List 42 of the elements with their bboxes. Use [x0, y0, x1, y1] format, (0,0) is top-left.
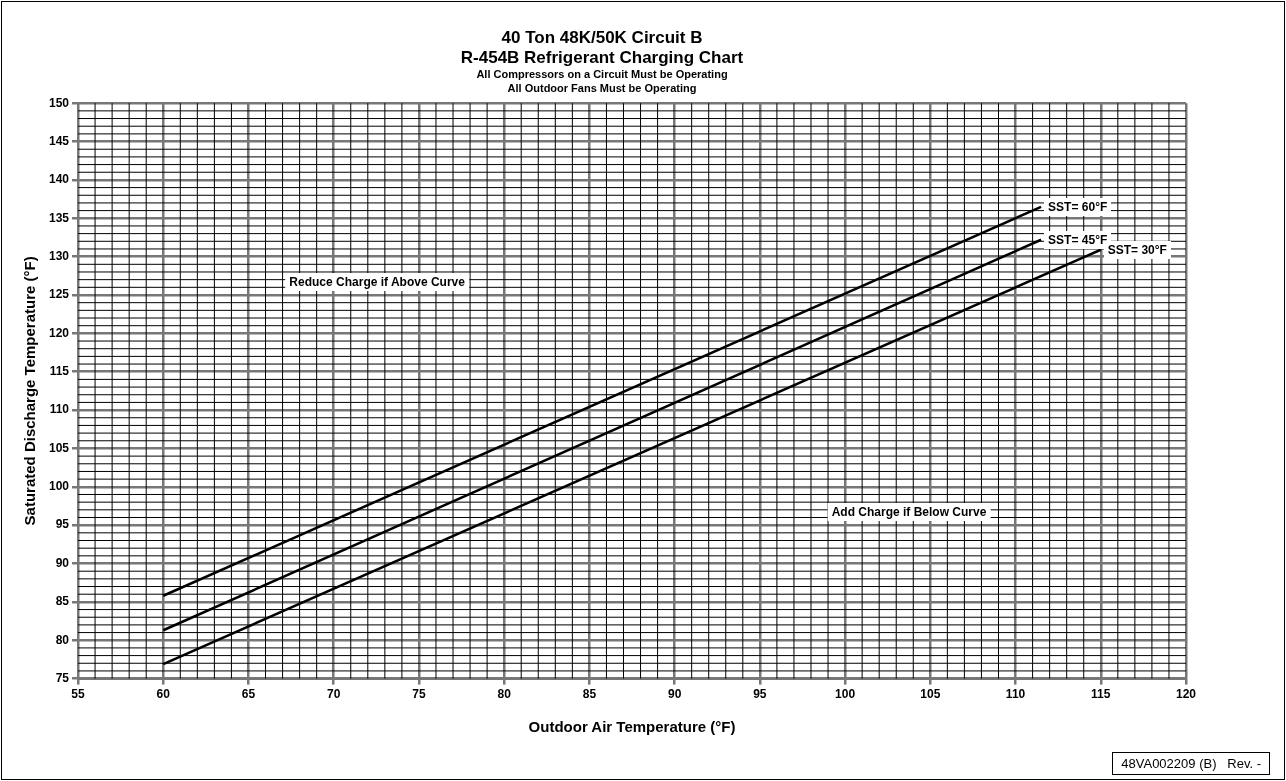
x-axis-title: Outdoor Air Temperature (°F): [528, 718, 736, 736]
y-tick-label: 135: [48, 210, 70, 225]
y-tick-label: 110: [49, 402, 70, 417]
y-tick-label: 75: [55, 670, 70, 685]
x-tick-label: 105: [920, 687, 941, 702]
y-tick-label: 95: [55, 517, 70, 532]
x-tick-label: 55: [71, 687, 86, 702]
x-tick-label: 90: [667, 687, 682, 702]
x-tick-label: 65: [241, 687, 256, 702]
x-tick-label: 115: [1091, 687, 1111, 702]
annotation: Reduce Charge if Above Curve: [285, 272, 469, 291]
y-tick-label: 125: [48, 287, 70, 302]
text: All Outdoor Fans Must be Operating: [507, 81, 697, 94]
y-tick-label: 150: [48, 95, 70, 110]
y-tick-label: 130: [48, 248, 70, 263]
y-tick-label: 80: [55, 632, 70, 647]
x-tick-label: 60: [156, 687, 171, 702]
annotation: Add Charge if Below Curve: [827, 502, 991, 521]
x-tick-label: 80: [497, 687, 512, 702]
chart-title: 40 Ton 48K/50K Circuit B: [501, 27, 703, 47]
series-label: SST= 60°F: [1044, 197, 1112, 216]
x-tick-label: 70: [327, 687, 341, 702]
text: 48VA002209 (B) Rev. -: [1112, 752, 1270, 775]
x-tick-label: 95: [753, 687, 767, 702]
series-label: SST= 30°F: [1107, 242, 1167, 257]
series-label: SST= 45°F: [1048, 232, 1108, 247]
y-tick-label: 140: [48, 172, 70, 187]
y-tick-label: 100: [48, 479, 70, 494]
chart-subtitle: R-454B Refrigerant Charging Chart: [460, 48, 744, 68]
x-tick-label: 110: [1005, 687, 1026, 702]
text: All Compressors on a Circuit Must be Operating: [476, 68, 728, 81]
y-tick-label: 105: [48, 440, 70, 455]
y-tick-label: 90: [55, 555, 70, 570]
x-tick-label: 85: [582, 687, 597, 702]
x-tick-label: 75: [412, 687, 426, 702]
y-tick-label: 120: [48, 325, 70, 340]
x-tick-label: 120: [1175, 687, 1197, 702]
y-tick-label: 145: [48, 133, 70, 148]
x-tick-label: 100: [835, 687, 856, 702]
y-axis-title: Saturated Discharge Temperature (°F): [21, 256, 39, 526]
y-tick-label: 85: [55, 594, 70, 609]
y-tick-label: 115: [49, 364, 70, 379]
